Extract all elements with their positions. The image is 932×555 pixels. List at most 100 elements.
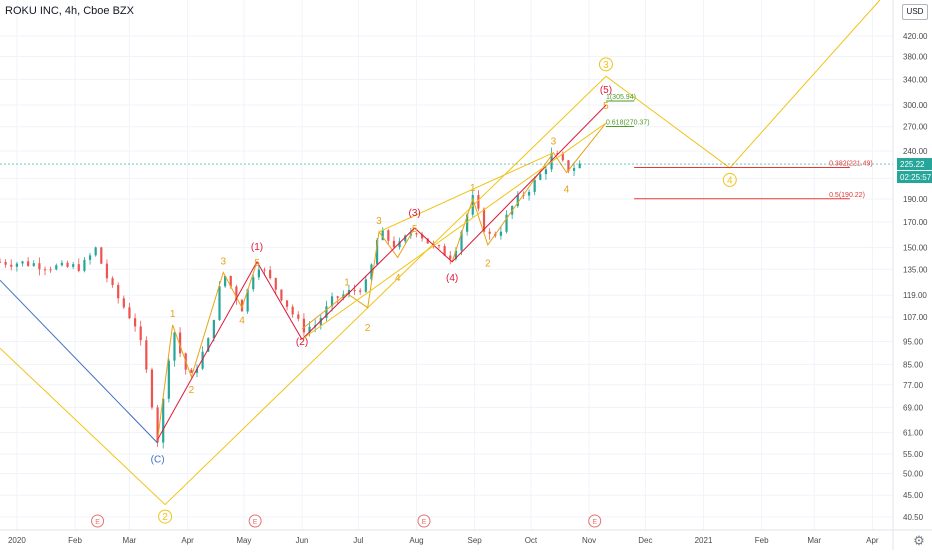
countdown-badge[interactable]	[897, 171, 932, 184]
candle-body	[105, 263, 109, 279]
wave-label: 4	[395, 273, 401, 284]
current-price-text: 225.22	[900, 160, 925, 169]
earnings-marker	[248, 514, 262, 528]
y-tick-label: 85.00	[903, 360, 924, 369]
candle-body	[297, 314, 300, 319]
y-tick-label: 170.00	[903, 218, 928, 227]
candle-body	[167, 360, 170, 399]
wave-label: 3	[220, 256, 226, 267]
wave-label: (2)	[296, 337, 308, 348]
countdown-text: 02:25:57	[900, 173, 932, 182]
grid-lines	[0, 0, 893, 530]
candle-body	[83, 259, 86, 271]
candle-body	[556, 153, 559, 155]
wave-label: 2	[485, 258, 491, 269]
candle-body	[505, 214, 508, 232]
candle-body	[364, 279, 367, 292]
candle-body	[454, 250, 457, 260]
wave-line	[0, 279, 158, 444]
wave-label: (1)	[251, 242, 263, 253]
wave-label: 2	[365, 323, 371, 334]
candle-body	[229, 275, 232, 287]
current-price-badge[interactable]	[897, 158, 932, 171]
price-axis[interactable]: 420.00380.00340.00300.00270.00240.00210.…	[892, 0, 932, 550]
candle-body	[173, 332, 176, 361]
candle-body	[291, 306, 294, 315]
y-tick-label: 40.50	[903, 513, 924, 522]
candle-body	[359, 290, 362, 292]
candle-body	[145, 340, 148, 370]
gear-icon[interactable]: ⚙	[913, 533, 925, 548]
wave-label: (3)	[408, 208, 420, 219]
y-tick-label: 45.00	[903, 491, 924, 500]
y-tick-label: 300.00	[903, 101, 928, 110]
candle-body	[4, 261, 7, 265]
candle-body	[27, 261, 30, 266]
x-tick-label: Mar	[123, 536, 137, 545]
x-tick-label: Sep	[468, 536, 483, 545]
wave-line	[451, 122, 607, 262]
y-tick-label: 270.00	[903, 123, 928, 132]
candle-body	[269, 269, 272, 279]
wave-label-circle	[598, 57, 613, 72]
elliott-wave-lines	[0, 0, 881, 506]
candle-body	[150, 369, 154, 408]
candle-body	[319, 317, 322, 326]
candle-body	[224, 275, 227, 287]
y-tick-label: 119.00	[903, 291, 927, 300]
wave-line	[301, 227, 416, 330]
candle-body	[392, 240, 396, 248]
earnings-marker	[588, 514, 602, 528]
fib-level-label: 1(305.94)	[606, 94, 636, 101]
wave-label: 1	[344, 278, 350, 289]
candle-body	[308, 326, 311, 333]
x-tick-label: 2021	[695, 536, 713, 545]
candle-body	[38, 263, 41, 270]
earnings-marker-label: E	[253, 519, 258, 526]
candle-body	[257, 269, 260, 278]
candle-body	[0, 261, 2, 263]
time-axis[interactable]: 2020 Feb Mar Apr May Jun Jul Aug Sep Oct Nov Dec 202…	[0, 529, 932, 545]
y-tick-label: 150.00	[903, 244, 928, 253]
symbol-title: ROKU INC, 4h, Cboe BZX	[5, 5, 135, 17]
earnings-marker-label: E	[592, 519, 597, 526]
wave-label: (4)	[446, 273, 458, 284]
candle-body	[21, 261, 24, 264]
earnings-marker	[417, 514, 431, 528]
candle-body	[218, 286, 221, 320]
candle-body	[527, 191, 531, 196]
y-tick-label: 55.00	[903, 450, 924, 459]
candle-body	[330, 296, 334, 307]
candle-body	[398, 241, 401, 248]
wave-label-circle	[722, 172, 737, 187]
wave-label: 4	[564, 184, 570, 195]
candle-body	[207, 338, 210, 352]
y-tick-label: 135.00	[903, 265, 928, 274]
x-tick-label: Jun	[296, 536, 309, 545]
candle-body	[544, 169, 548, 175]
candle-body	[240, 299, 244, 312]
x-tick-label: Nov	[582, 536, 596, 545]
candle-body	[482, 208, 486, 232]
x-tick-label: Feb	[755, 536, 769, 545]
candle-body	[122, 298, 125, 308]
candle-body	[43, 269, 47, 271]
candle-body	[195, 368, 199, 373]
candle-body	[375, 240, 379, 265]
x-tick-label: Mar	[807, 536, 821, 545]
x-tick-label: Oct	[525, 536, 538, 545]
wave-label: 2	[189, 385, 195, 396]
currency-label[interactable]: USD	[902, 4, 928, 20]
candle-body	[201, 351, 204, 369]
fib-level-label: 0.5(190.22)	[829, 192, 865, 199]
candle-body	[387, 230, 390, 241]
y-tick-label: 95.00	[903, 338, 924, 347]
wave-line	[0, 0, 881, 506]
candle-body	[133, 318, 137, 327]
candle-body	[190, 369, 193, 373]
wave-label: 1	[170, 309, 176, 320]
candle-body	[49, 269, 52, 271]
